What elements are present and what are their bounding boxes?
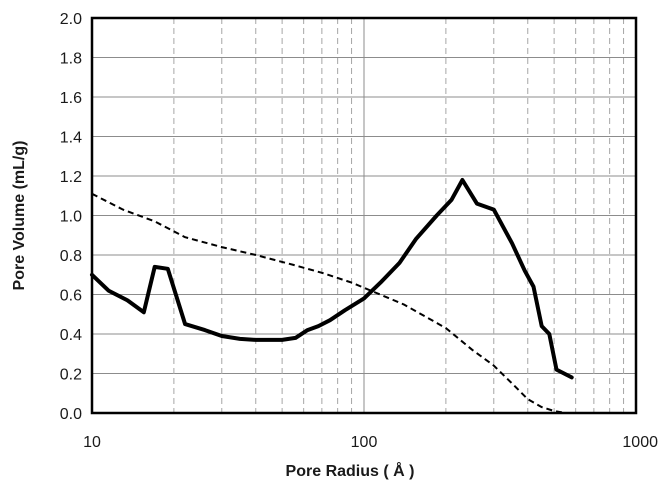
series-layer: [90, 178, 576, 414]
y-tick-label: 1.6: [60, 90, 82, 107]
y-tick-label: 2.0: [60, 11, 82, 28]
y-axis-title: Pore Volume (mL/g): [11, 141, 28, 291]
y-tick-label: 0.0: [60, 406, 82, 423]
series-line-solid: [90, 178, 574, 380]
y-tick-label: 0.4: [60, 327, 82, 344]
x-tick-label: 10: [83, 434, 101, 451]
series-line-dashed: [91, 192, 576, 414]
y-tick-label: 1.0: [60, 209, 82, 226]
plot-frame: [90, 16, 638, 415]
y-tick-label: 0.8: [60, 248, 82, 265]
y-tick-label: 0.6: [60, 288, 82, 305]
tick-labels: 0.0 0.2 0.4 0.6 0.8 1.0 1.2 1.4 1.6 1.8 2.0 10 100 10…: [60, 11, 658, 451]
y-tick-label: 0.2: [60, 367, 82, 384]
x-axis-title: Pore Radius ( Å ): [286, 461, 415, 480]
x-tick-label: 100: [351, 434, 378, 451]
y-tick-label: 1.4: [60, 130, 82, 147]
y-tick-label: 1.8: [60, 51, 82, 68]
y-tick-label: 1.2: [60, 169, 82, 186]
x-tick-label: 1000: [622, 434, 658, 451]
